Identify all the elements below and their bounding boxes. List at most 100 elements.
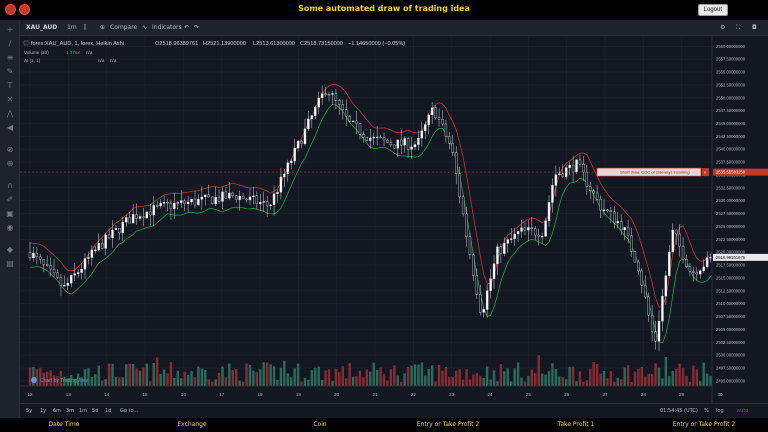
- volume-bar: [76, 373, 80, 386]
- range-6m[interactable]: 6m: [53, 408, 62, 414]
- range-1d[interactable]: 1d: [105, 408, 112, 414]
- candle-body: [166, 202, 169, 204]
- volume-bar: [523, 381, 527, 386]
- undo-icon[interactable]: ↶: [184, 24, 190, 31]
- layers-icon[interactable]: ◆: [6, 245, 14, 254]
- indicators-button[interactable]: Indicators: [152, 24, 182, 31]
- candle-body: [272, 193, 276, 206]
- compare-icon[interactable]: ⊕: [100, 24, 106, 31]
- volume-bar: [59, 370, 63, 386]
- candle-body: [668, 251, 671, 276]
- candle-body: [245, 198, 248, 201]
- stay-drawing-icon[interactable]: ✐: [6, 195, 14, 204]
- candle-body: [413, 144, 417, 148]
- volume-bar: [516, 362, 520, 386]
- candle-body: [468, 236, 472, 255]
- back-arrow-icon[interactable]: ◀: [6, 123, 14, 132]
- percent-toggle[interactable]: %: [704, 408, 709, 414]
- volume-bar: [207, 379, 210, 386]
- chart-type-icon[interactable]: ⫿: [84, 24, 86, 31]
- volume-bar: [375, 369, 379, 386]
- brush-icon[interactable]: ✎: [6, 67, 14, 76]
- range-3m[interactable]: 3m: [66, 408, 75, 414]
- logo-icon: [5, 4, 16, 15]
- time-tick-label: 27: [602, 392, 608, 397]
- range-5y[interactable]: 5y: [26, 408, 33, 414]
- indicators-icon[interactable]: ∿: [142, 24, 148, 31]
- time-tick-label: 20: [334, 392, 340, 397]
- volume-bar: [379, 367, 382, 386]
- candle-body: [228, 192, 231, 199]
- candle-body: [183, 200, 186, 204]
- interval-select[interactable]: 1m: [67, 24, 77, 31]
- zoom-icon[interactable]: ⊕: [6, 159, 14, 168]
- auto-toggle[interactable]: auto: [737, 408, 749, 414]
- candle-body: [45, 264, 49, 266]
- volume-bar: [283, 360, 286, 386]
- candle-body: [296, 140, 300, 149]
- goto-button[interactable]: Go to...: [120, 408, 139, 414]
- candle-body: [441, 119, 444, 125]
- fullscreen-icon[interactable]: ⛶: [736, 24, 741, 31]
- time-tick-label: 29: [679, 392, 685, 397]
- fib-icon[interactable]: ≡: [6, 53, 14, 62]
- pattern-icon[interactable]: ✕: [6, 95, 14, 104]
- range-5d[interactable]: 5d: [92, 408, 99, 414]
- price-chart[interactable]: Short draw, COC or sideways incoming x 2…: [20, 36, 768, 403]
- candle-body: [575, 159, 578, 173]
- candle-body: [633, 251, 637, 263]
- visibility-toggle-icon[interactable]: [23, 40, 29, 46]
- trendline-icon[interactable]: /: [8, 39, 12, 48]
- range-1m[interactable]: 1m: [79, 408, 88, 414]
- crosshair-icon[interactable]: +: [6, 25, 14, 34]
- lock-icon[interactable]: ▣: [6, 209, 14, 218]
- time-tick-label: 22: [411, 392, 417, 397]
- candle-body: [578, 159, 582, 165]
- range-1y[interactable]: 1y: [40, 408, 47, 414]
- eye-icon[interactable]: ◉: [6, 223, 14, 232]
- annotation-close-button[interactable]: [702, 168, 709, 177]
- volume-bar: [135, 368, 138, 386]
- volume-bar: [217, 372, 221, 386]
- volume-bar: [145, 363, 149, 386]
- annotation-label: Short draw, COC or sideways incoming x: [596, 167, 709, 177]
- compare-button[interactable]: Compare: [110, 24, 138, 31]
- magnet-icon[interactable]: ∩: [7, 181, 13, 190]
- forecast-icon[interactable]: ⋀: [6, 109, 14, 118]
- volume-bar: [413, 364, 417, 386]
- volume-bar: [180, 378, 183, 386]
- log-toggle[interactable]: log: [716, 408, 724, 414]
- volume-bar: [417, 364, 420, 386]
- volume-bar: [235, 369, 238, 386]
- ruler-icon[interactable]: ⊘: [6, 145, 14, 154]
- candle-body: [241, 196, 245, 200]
- volume-bar: [619, 379, 623, 386]
- price-tick-label: 2497.50000000: [716, 365, 746, 370]
- camera-icon[interactable]: ◘: [752, 24, 757, 31]
- volume-bar: [224, 377, 228, 386]
- candle-body: [290, 160, 293, 164]
- volume-bar: [152, 362, 155, 386]
- volume-bar: [547, 371, 551, 386]
- symbol-search[interactable]: XAU_AUD: [26, 24, 58, 31]
- ai-value-2: n/a: [110, 58, 117, 63]
- volume-bar: [430, 365, 434, 386]
- time-tick-label: 12: [27, 392, 33, 397]
- text-icon[interactable]: T: [7, 81, 13, 90]
- logout-button[interactable]: Logout: [697, 4, 728, 16]
- resistance-line: [29, 84, 715, 308]
- volume-bar: [410, 365, 413, 386]
- volume-bar: [121, 377, 125, 386]
- time-tick-label: 13: [66, 392, 72, 397]
- volume-bar: [475, 372, 479, 386]
- volume-bar: [513, 368, 516, 386]
- candle-body: [193, 199, 197, 206]
- candle-body: [451, 143, 454, 153]
- redo-icon[interactable]: ↷: [194, 24, 200, 31]
- settings-icon[interactable]: ⚙: [720, 24, 726, 31]
- candle-body: [561, 173, 564, 177]
- trash-icon[interactable]: ▤: [6, 259, 14, 268]
- volume-bar: [688, 381, 692, 386]
- volume-bar: [107, 363, 111, 386]
- candle-body: [59, 277, 63, 286]
